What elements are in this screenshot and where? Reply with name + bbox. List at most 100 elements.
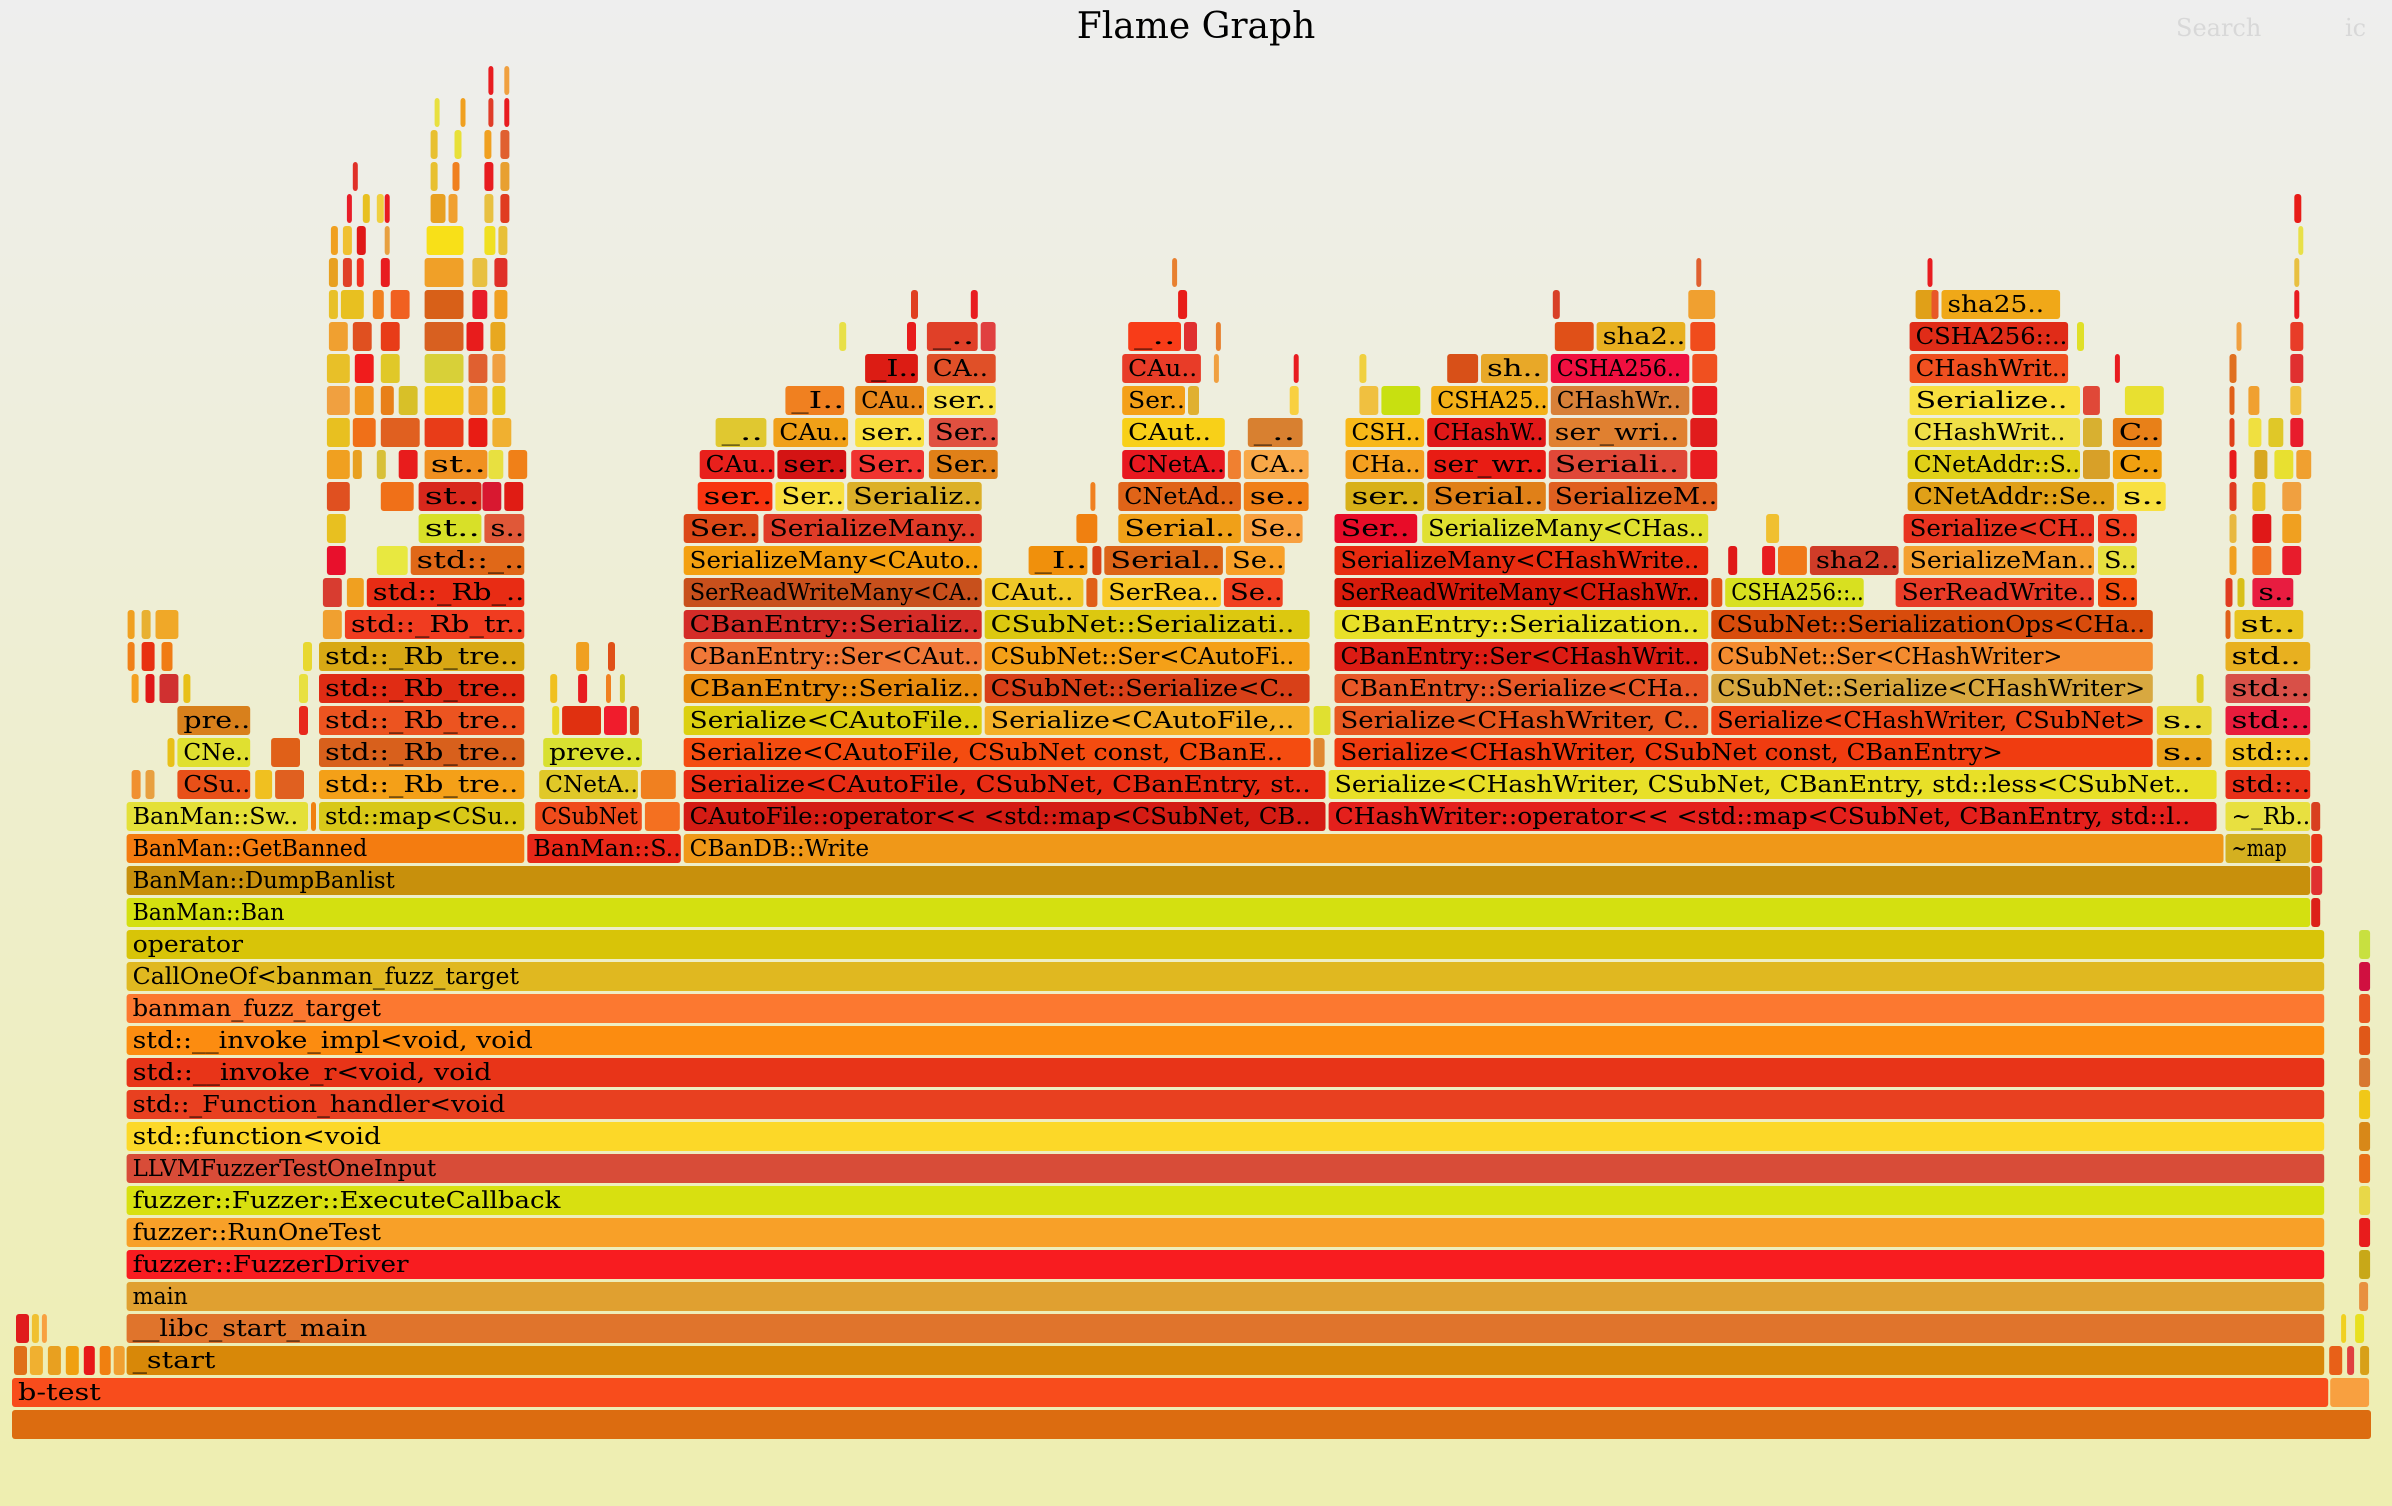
flame-frame-rect[interactable] xyxy=(926,322,978,351)
flame-frame[interactable]: s.. xyxy=(484,514,525,543)
flame-frame[interactable]: Ser.. xyxy=(928,418,998,447)
flame-frame[interactable]: Serial.. xyxy=(1427,482,1546,511)
flame-frame-rect[interactable] xyxy=(984,642,1310,671)
flame-frame[interactable] xyxy=(2311,834,2323,863)
flame-frame[interactable]: ser.. xyxy=(777,450,847,479)
flame-frame-rect[interactable] xyxy=(629,706,639,735)
flame-frame[interactable] xyxy=(342,226,352,255)
flame-frame[interactable] xyxy=(604,706,627,735)
flame-frame-rect[interactable] xyxy=(1104,546,1223,575)
flame-frame[interactable] xyxy=(127,642,135,671)
flame-frame[interactable] xyxy=(356,258,364,287)
flame-frame[interactable] xyxy=(376,546,408,575)
flame-frame[interactable] xyxy=(1696,258,1702,287)
flame-frame[interactable] xyxy=(1293,354,1299,383)
flame-frame-rect[interactable] xyxy=(311,802,316,831)
flame-frame-rect[interactable] xyxy=(763,514,982,543)
ignore-case-toggle[interactable]: ic xyxy=(2345,14,2367,42)
flame-frame[interactable]: main xyxy=(126,1282,2325,1311)
flame-frame-rect[interactable] xyxy=(1122,386,1185,415)
flame-frame-rect[interactable] xyxy=(1690,450,1718,479)
flame-frame-rect[interactable] xyxy=(2252,482,2266,511)
flame-frame[interactable] xyxy=(41,1314,47,1343)
flame-frame-rect[interactable] xyxy=(1696,258,1702,287)
flame-frame[interactable] xyxy=(552,706,560,735)
flame-frame-rect[interactable] xyxy=(2290,354,2304,383)
flame-frame[interactable] xyxy=(500,194,510,223)
flame-frame-rect[interactable] xyxy=(1243,450,1309,479)
flame-frame-rect[interactable] xyxy=(535,802,642,831)
flame-frame[interactable]: CBanEntry::Serializ.. xyxy=(683,674,982,703)
flame-frame-rect[interactable] xyxy=(777,450,847,479)
flame-frame[interactable]: CSu.. xyxy=(177,770,251,799)
flame-frame[interactable] xyxy=(2311,898,2321,927)
flame-frame-rect[interactable] xyxy=(683,770,1326,799)
flame-frame[interactable] xyxy=(2229,514,2237,543)
flame-frame[interactable]: Serialize<CAutoFile.. xyxy=(683,706,982,735)
flame-frame[interactable]: Serial.. xyxy=(1118,514,1241,543)
flame-frame[interactable] xyxy=(322,610,342,639)
flame-frame-rect[interactable] xyxy=(460,98,466,127)
flame-frame-rect[interactable] xyxy=(424,418,464,447)
flame-frame-rect[interactable] xyxy=(606,674,611,703)
flame-frame[interactable]: SerializeMany<CHashWrite.. xyxy=(1334,546,1709,575)
flame-frame-rect[interactable] xyxy=(2248,386,2260,415)
flame-frame[interactable] xyxy=(255,770,273,799)
flame-frame[interactable]: CA.. xyxy=(926,354,996,383)
flame-frame-rect[interactable] xyxy=(354,354,374,383)
flame-frame-rect[interactable] xyxy=(2229,450,2237,479)
flame-frame-rect[interactable] xyxy=(683,738,1311,767)
flame-frame-rect[interactable] xyxy=(326,482,350,511)
flame-frame-rect[interactable] xyxy=(2359,1090,2371,1119)
flame-frame-rect[interactable] xyxy=(328,258,338,287)
flame-frame[interactable] xyxy=(504,66,510,95)
flame-frame[interactable] xyxy=(484,194,494,223)
flame-frame-rect[interactable] xyxy=(2252,546,2272,575)
flame-frame-rect[interactable] xyxy=(328,322,348,351)
flame-frame[interactable]: sha2.. xyxy=(1596,322,1686,351)
flame-frame-rect[interactable] xyxy=(1895,578,2094,607)
flame-frame-rect[interactable] xyxy=(1809,546,1899,575)
flame-frame[interactable]: CHashWr.. xyxy=(1550,386,1690,415)
flame-frame[interactable]: fuzzer::FuzzerDriver xyxy=(126,1250,2325,1279)
flame-frame[interactable]: CAut.. xyxy=(984,578,1084,607)
flame-frame[interactable] xyxy=(492,386,506,415)
flame-frame-rect[interactable] xyxy=(2196,674,2204,703)
flame-frame-rect[interactable] xyxy=(1090,482,1096,511)
flame-frame[interactable] xyxy=(2359,1090,2371,1119)
flame-frame[interactable] xyxy=(1086,578,1098,607)
flame-frame-rect[interactable] xyxy=(342,258,352,287)
flame-frame[interactable]: CSubNet::Ser<CAutoFi.. xyxy=(984,642,1310,671)
flame-frame-rect[interactable] xyxy=(126,834,525,863)
flame-frame[interactable] xyxy=(354,354,374,383)
flame-frame-rect[interactable] xyxy=(126,866,2311,895)
flame-frame-rect[interactable] xyxy=(2282,482,2302,511)
flame-frame-rect[interactable] xyxy=(2083,418,2102,447)
flame-frame-rect[interactable] xyxy=(2229,354,2237,383)
flame-frame-rect[interactable] xyxy=(1213,354,1219,383)
flame-frame[interactable] xyxy=(488,98,494,127)
flame-frame-rect[interactable] xyxy=(380,418,420,447)
flame-frame-rect[interactable] xyxy=(2225,706,2311,735)
flame-frame[interactable] xyxy=(839,322,847,351)
flame-frame[interactable]: s.. xyxy=(2156,738,2212,767)
flame-frame[interactable] xyxy=(468,354,488,383)
flame-frame-rect[interactable] xyxy=(155,610,179,639)
flame-frame[interactable] xyxy=(352,418,376,447)
flame-frame[interactable] xyxy=(2236,322,2242,351)
flame-frame-rect[interactable] xyxy=(352,418,376,447)
flame-frame-rect[interactable] xyxy=(2234,610,2304,639)
flame-frame[interactable] xyxy=(492,418,512,447)
flame-frame-rect[interactable] xyxy=(1345,482,1425,511)
flame-frame[interactable]: BanMan::Ban xyxy=(126,898,2311,927)
flame-frame[interactable] xyxy=(127,610,135,639)
flame-frame[interactable] xyxy=(131,770,141,799)
flame-frame[interactable]: CBanEntry::Serialization.. xyxy=(1334,610,1709,639)
flame-frame-rect[interactable] xyxy=(683,610,982,639)
flame-frame[interactable]: std::_Rb_tre.. xyxy=(319,770,525,799)
flame-frame-rect[interactable] xyxy=(16,1314,29,1343)
flame-frame[interactable] xyxy=(155,610,179,639)
flame-frame-rect[interactable] xyxy=(1243,514,1303,543)
flame-frame[interactable] xyxy=(145,770,155,799)
flame-frame-rect[interactable] xyxy=(352,162,358,191)
